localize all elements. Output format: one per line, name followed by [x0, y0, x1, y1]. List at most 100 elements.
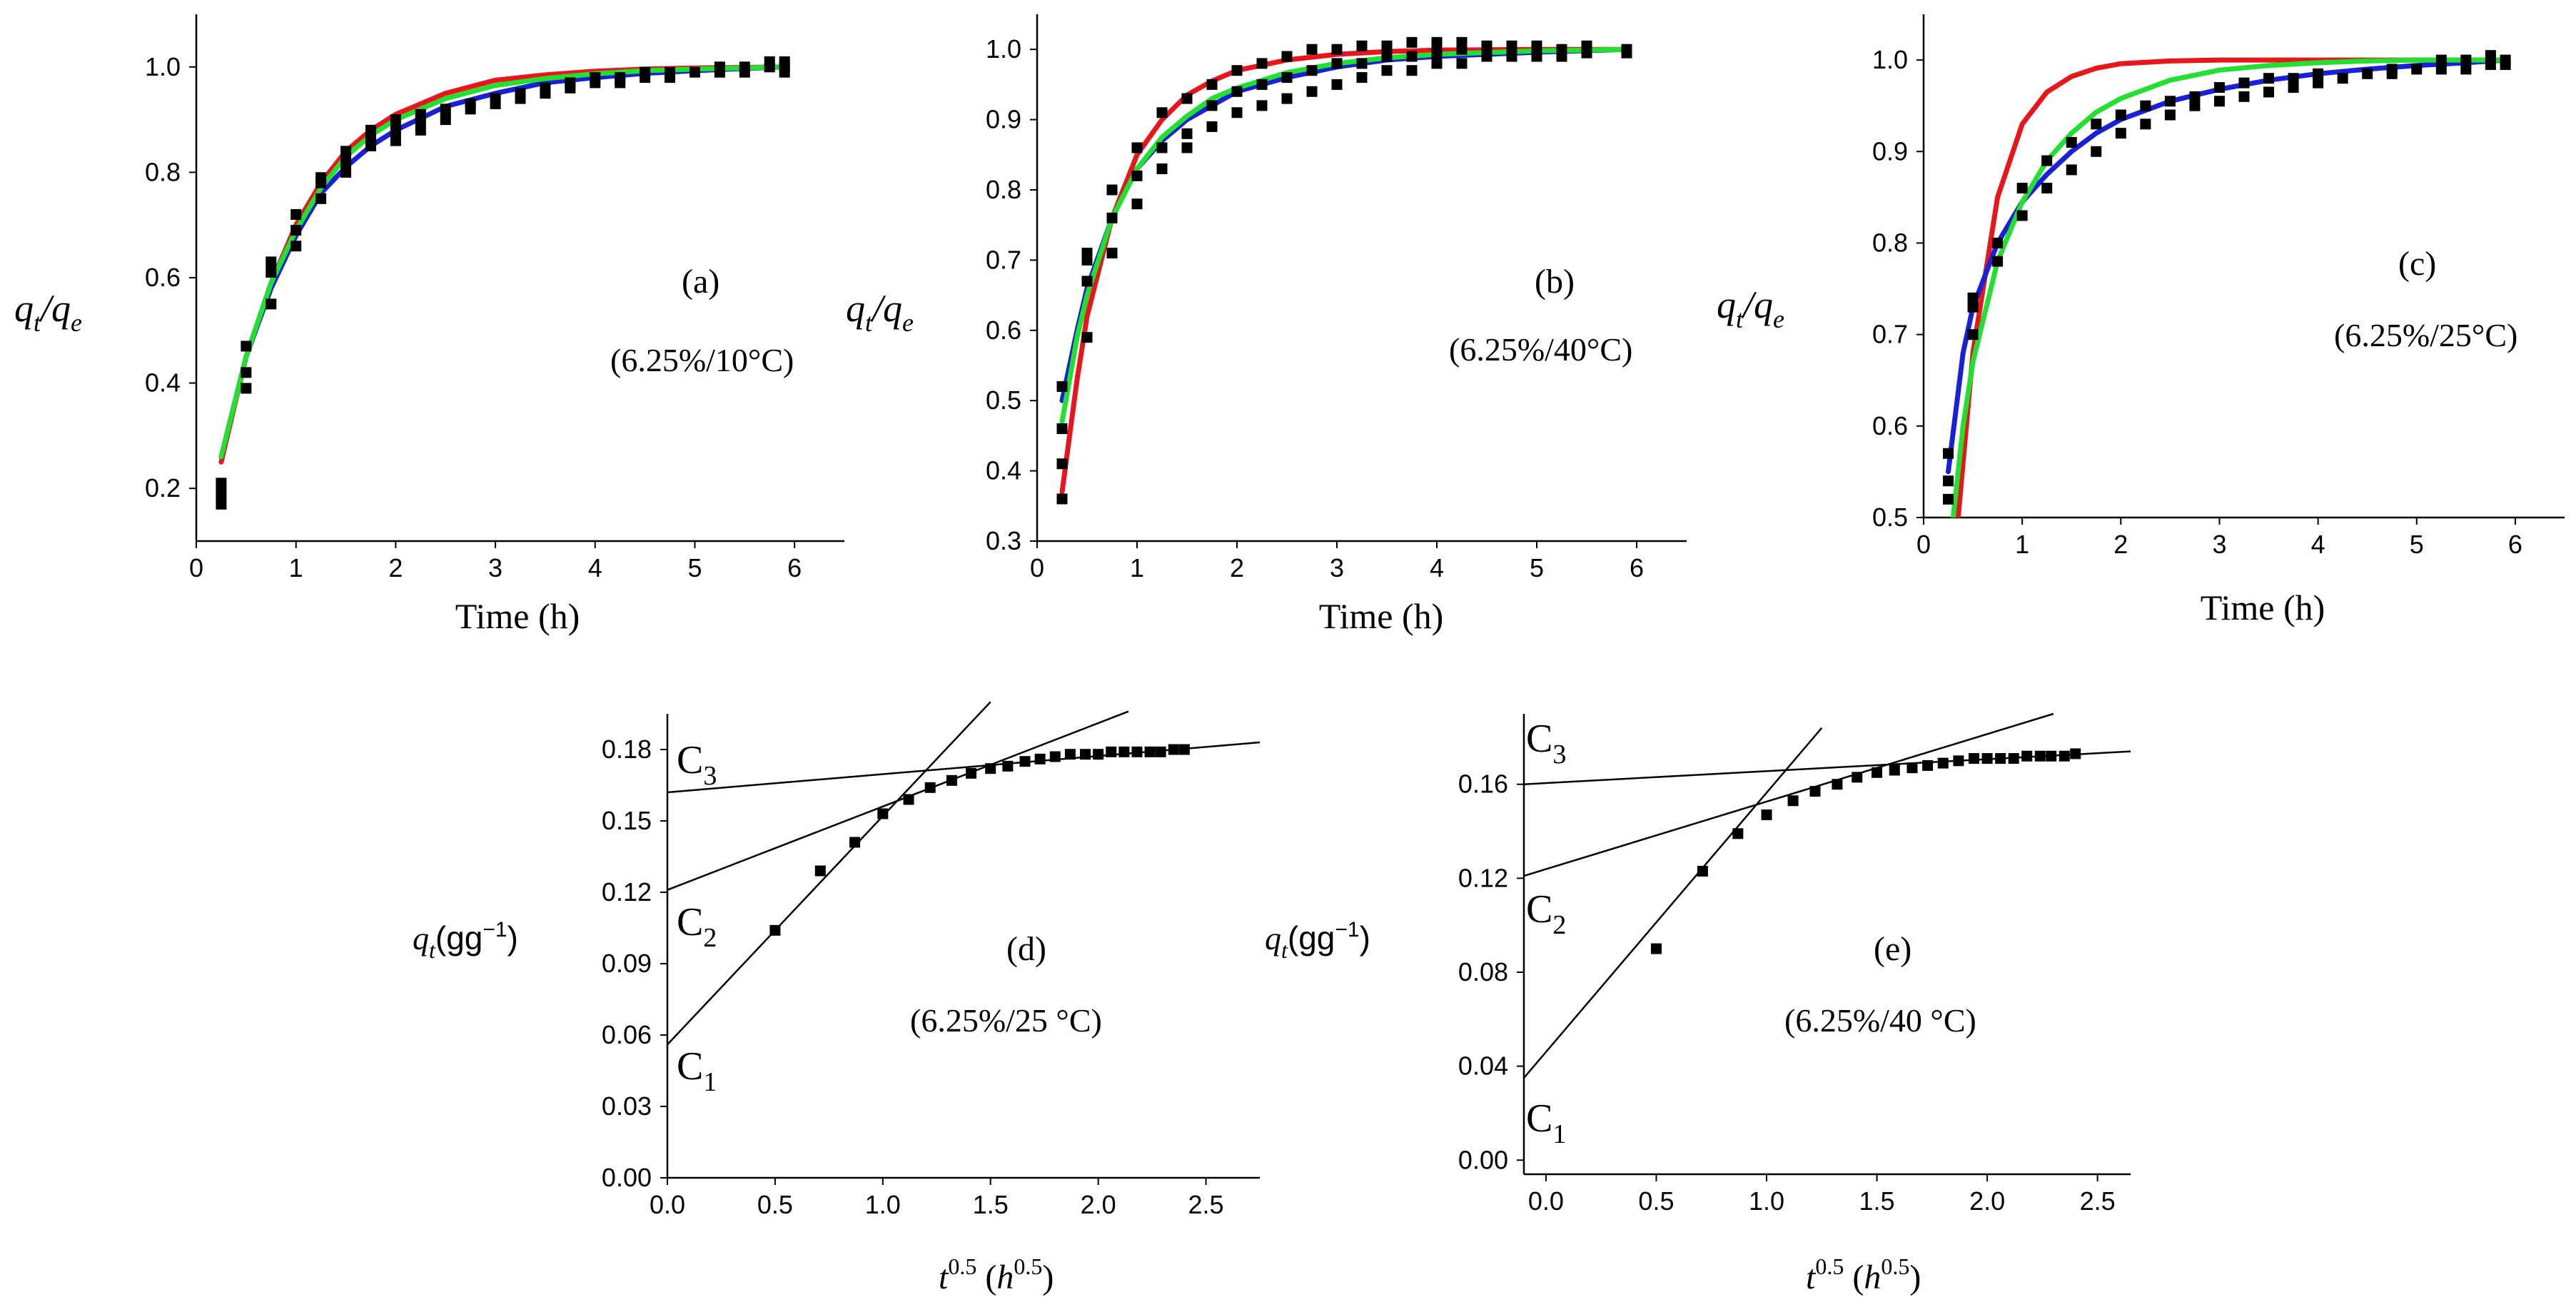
panel-e-data-point [2008, 753, 2019, 765]
panel-b-x-tick-label: 5 [1530, 553, 1544, 582]
panel-a-y-tick-label: 0.4 [145, 368, 181, 398]
panel-e-data-point [2046, 750, 2057, 762]
panel-e-label-letter: C [1526, 887, 1552, 932]
panel-d-x-axis-title: t0.5 (h0.5) [939, 1253, 1054, 1296]
panel-b-data-point [1131, 170, 1143, 181]
panel-e-data-point [1969, 753, 1980, 765]
panel-d-data-point [903, 794, 914, 805]
panel-b-data-point [1621, 44, 1632, 55]
panel-b-data-point [1281, 93, 1293, 104]
panel-e-data-point [1761, 809, 1772, 821]
panel-c-data-point [2386, 64, 2398, 75]
panel-d-y-tick-label: 0.15 [602, 806, 652, 835]
panel-e-x-tick-label: 2.5 [2080, 1186, 2116, 1216]
panel-a-data-point [515, 88, 526, 99]
panel-a-data-point [241, 367, 252, 378]
panel-a-data-point [390, 114, 401, 126]
panel-b-data-point [1331, 58, 1343, 69]
panel-b-y-tick-label: 1.0 [986, 34, 1021, 64]
panel-c-data-point [2238, 91, 2250, 102]
panel-c-data-point [2213, 96, 2225, 107]
panel-b-data-point [1581, 40, 1592, 51]
panel-c-data-point [2041, 183, 2053, 194]
panel-b-data-point [1056, 458, 1068, 470]
panel-e-line-c1 [1523, 727, 1823, 1079]
panel-c-data-point [2066, 136, 2077, 148]
panel-d-y-tick-label: 0.06 [602, 1020, 652, 1049]
panel-a-x-tick-label: 0 [189, 553, 203, 582]
panel-a-x-tick-label: 2 [388, 553, 403, 582]
panel-b-data-point [1456, 36, 1468, 48]
panel-e-x-tick-label: 0.0 [1528, 1186, 1564, 1216]
panel-d-data-point [924, 782, 936, 793]
panel-c-data-point [2091, 118, 2102, 130]
panel-a-condition: (6.25%/10°C) [610, 342, 794, 378]
panel-e-data-point [2021, 750, 2033, 762]
panel-e-y-tick-label: 0.16 [1458, 769, 1508, 799]
panel-d-data-point [1034, 753, 1046, 765]
panel-d-label-subscript: 2 [703, 923, 717, 953]
panel-a-data-point [565, 77, 576, 89]
panel-c-y-axis-title: qt/qe [1717, 283, 1784, 333]
panel-b-data-point [1431, 36, 1443, 48]
panel-d-label-subscript: 3 [703, 761, 717, 791]
panel-b-y-tick-label: 0.3 [986, 526, 1021, 555]
panel-c-data-point [1967, 329, 1979, 340]
panel-a-data-point [340, 146, 352, 157]
panel-e-data-point [2034, 750, 2046, 762]
panel-a-x-tick-label: 6 [787, 553, 802, 582]
panel-c-data-point [2411, 64, 2423, 75]
panel-c-data-point [2115, 128, 2126, 139]
panel-b-data-point [1556, 44, 1567, 55]
panel-c-y-tick-label: 1.0 [1872, 45, 1908, 74]
panel-b-data-point [1356, 40, 1368, 51]
panel-e-data-point [1809, 786, 1821, 797]
panel-a-x-tick-label: 1 [289, 553, 303, 582]
panel-c-curve-red [1955, 57, 2508, 518]
panel-a-data-point [390, 135, 401, 146]
panel-a-data-point [291, 225, 302, 236]
panel-a-marks: 0 1 2 3 4 5 6 0.2 0.4 0.6 0.8 1.0 [145, 14, 844, 582]
panel-b-data-point [1256, 79, 1268, 90]
panel-d-x-tick-label: 0.0 [650, 1190, 685, 1219]
panel-c-data-point [1967, 301, 1979, 313]
panel-b-label: (b) [1535, 263, 1575, 301]
panel-e-label-c2: C2 [1526, 887, 1566, 940]
panel-e-x-tick-label: 0.5 [1638, 1186, 1674, 1216]
panel-d-label-c1: C1 [677, 1044, 717, 1097]
panel-b-data-point [1506, 40, 1517, 51]
panel-d-label-subscript: 1 [703, 1067, 717, 1097]
panel-c-x-axis-title: Time (h) [2201, 587, 2325, 627]
panel-c-curve-green [1950, 57, 2508, 518]
panel-c: 0 1 2 3 4 5 6 0.5 0.6 0.7 0.8 0.9 1.0 (c) (6.25%/25°… [1717, 14, 2565, 627]
panel-c-data-point [2016, 210, 2028, 221]
panel-b-x-tick-label: 4 [1430, 553, 1444, 582]
panel-d-marks: 0.0 0.5 1.0 1.5 2.0 2.5 0.00 0.03 0.06 0.09 0.12 0.… [602, 701, 1261, 1219]
panel-e-data-point [1922, 760, 1934, 771]
panel-d-data-point [1064, 749, 1076, 760]
panel-e-condition: (6.25%/40 °C) [1784, 1002, 1976, 1039]
panel-e-x-tick-label: 1.0 [1749, 1186, 1784, 1216]
panel-b-data-point [1406, 65, 1418, 76]
panel-b-data-point [1081, 276, 1093, 287]
panel-d-x-tick-label: 1.5 [973, 1190, 1009, 1219]
panel-b-y-tick-label: 0.4 [986, 456, 1021, 485]
panel-b-y-tick-label: 0.9 [986, 105, 1021, 134]
panel-b-x-tick-label: 0 [1030, 553, 1044, 582]
panel-d-y-tick-label: 0.03 [602, 1091, 652, 1121]
panel-c-data-point [1943, 475, 1954, 487]
panel-a-x-axis-title: Time (h) [455, 596, 580, 636]
panel-a-data-point [490, 93, 501, 104]
panel-b-curve-green [1059, 46, 1630, 425]
panel-b-x-tick-label: 3 [1330, 553, 1344, 582]
panel-c-x-tick-label: 4 [2311, 530, 2325, 559]
panel-c-data-point [1943, 448, 1954, 459]
panel-d-data-point [985, 763, 996, 774]
panel-c-data-point [2263, 86, 2275, 98]
panel-d-y-tick-label: 0.00 [602, 1163, 652, 1192]
panel-d-condition: (6.25%/25 °C) [910, 1002, 1102, 1039]
panel-d-data-point [769, 924, 781, 936]
panel-c-x-tick-label: 2 [2113, 530, 2128, 559]
panel-a: 0 1 2 3 4 5 60.20.40.60.81.0 (a) (6.25%/10°C) … [14, 14, 844, 636]
panel-e: 0.0 0.5 1.0 1.5 2.0 2.50.000.040.080.120.16C1… [1265, 712, 2131, 1296]
